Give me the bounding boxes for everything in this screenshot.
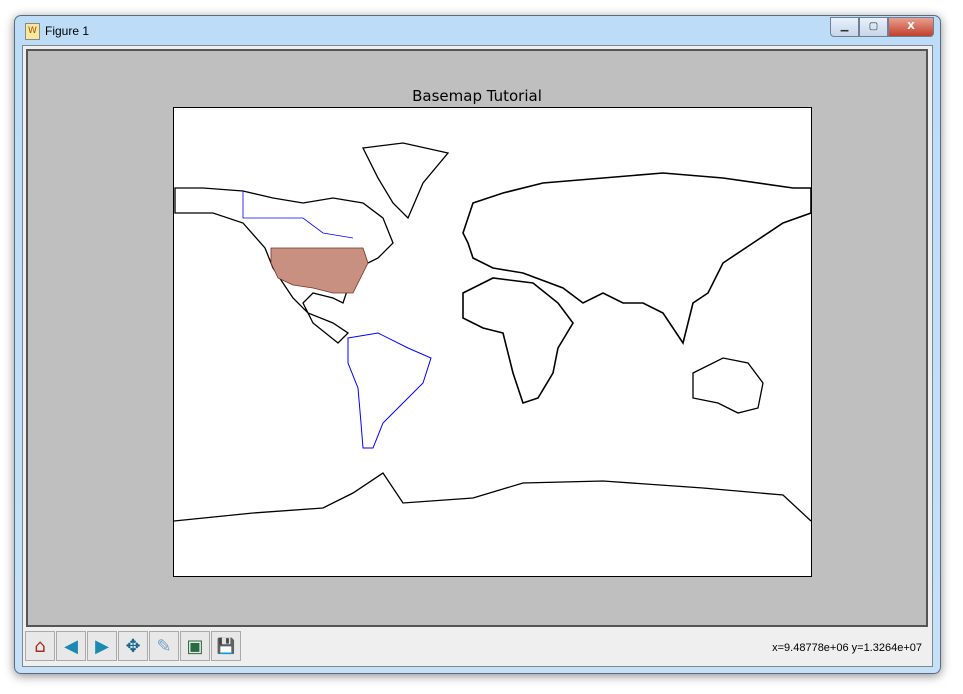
eurasia	[462, 172, 812, 345]
figure-canvas[interactable]: Basemap Tutorial	[26, 49, 928, 627]
title-bar[interactable]: W Figure 1 ▁ ▢ X	[15, 16, 940, 44]
africa	[462, 277, 574, 405]
subplots-icon: ▣	[186, 635, 204, 657]
close-button[interactable]: X	[888, 17, 934, 37]
forward-button[interactable]: ▶	[87, 631, 117, 661]
navigation-toolbar: ⌂ ◀ ▶ ✥ ✎ ▣ 💾	[25, 631, 241, 661]
arrow-left-icon: ◀	[64, 635, 78, 657]
back-button[interactable]: ◀	[56, 631, 86, 661]
move-icon: ✥	[125, 635, 141, 657]
zoom-button[interactable]: ✎	[149, 631, 179, 661]
matplotlib-app-icon: W	[25, 23, 40, 40]
save-button[interactable]: 💾	[211, 631, 241, 661]
greenland	[362, 142, 450, 220]
window-title: Figure 1	[45, 24, 90, 38]
antarctica	[173, 472, 812, 522]
cursor-coordinates: x=9.48778e+06 y=1.3264e+07	[772, 642, 922, 654]
save-icon: 💾	[216, 637, 236, 655]
pan-button[interactable]: ✥	[118, 631, 148, 661]
subplots-button[interactable]: ▣	[180, 631, 210, 661]
south-america	[347, 332, 432, 449]
world-map	[173, 142, 812, 522]
minimize-button[interactable]: ▁	[830, 17, 859, 37]
zoom-rect-icon: ✎	[156, 635, 172, 657]
figure-window: W Figure 1 ▁ ▢ X Basemap Tutorial ⌂ ◀ ▶ …	[14, 15, 941, 674]
canada-borders	[242, 191, 354, 239]
north-america	[174, 187, 394, 344]
home-icon: ⌂	[34, 635, 46, 657]
plot-title: Basemap Tutorial	[412, 87, 542, 105]
australia	[692, 357, 764, 414]
home-button[interactable]: ⌂	[25, 631, 55, 661]
maximize-button[interactable]: ▢	[859, 17, 888, 37]
client-area: Basemap Tutorial ⌂ ◀ ▶ ✥ ✎ ▣ 💾 x=9.48778…	[22, 45, 933, 667]
usa-states	[270, 247, 369, 294]
map-axes[interactable]	[173, 107, 812, 577]
arrow-right-icon: ▶	[95, 635, 109, 657]
